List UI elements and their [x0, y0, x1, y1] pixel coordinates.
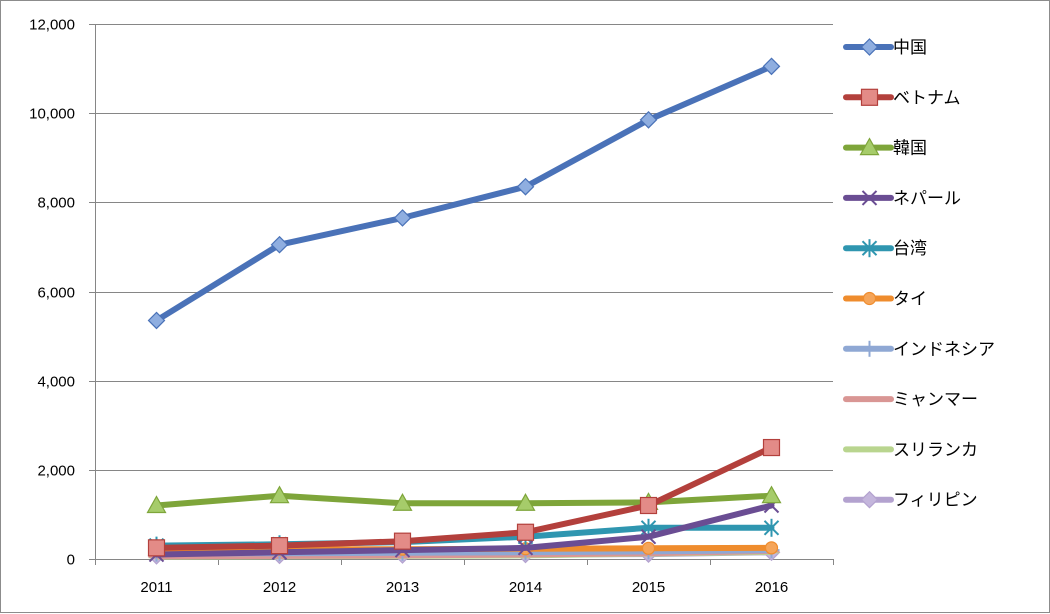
- x-tick-label: 2015: [632, 579, 665, 596]
- legend-label: フィリピン: [893, 491, 978, 511]
- marker-stroke: [640, 529, 657, 545]
- data-point: [393, 532, 412, 550]
- legend-label: ミャンマー: [893, 390, 978, 410]
- legend-item: ミャンマー: [843, 390, 978, 410]
- legend-label: スリランカ: [893, 440, 978, 460]
- legend-label: 中国: [893, 38, 927, 58]
- data-point: [862, 291, 877, 306]
- data-point: [762, 57, 781, 76]
- x-tick-label: 2012: [263, 579, 296, 596]
- series-lines: [146, 57, 782, 565]
- y-tick-label: 12,000: [29, 17, 75, 34]
- y-tick-label: 8,000: [37, 195, 75, 212]
- series-line: [153, 502, 775, 558]
- data-point: [269, 485, 290, 504]
- data-point: [861, 190, 878, 206]
- data-point: [516, 177, 535, 196]
- data-point: [763, 518, 780, 537]
- data-point: [860, 88, 879, 106]
- legend-item: スリランカ: [843, 440, 978, 460]
- data-point: [860, 38, 879, 56]
- series-2: [147, 438, 781, 557]
- legend-label: タイ: [893, 290, 927, 310]
- y-tick-label: 0: [67, 552, 75, 569]
- x-tick-label: 2014: [509, 579, 542, 596]
- data-point: [515, 493, 536, 511]
- legend-item: フィリピン: [843, 490, 978, 511]
- legend-label: 台湾: [893, 239, 927, 259]
- data-point: [393, 209, 412, 227]
- data-point: [860, 490, 879, 509]
- data-point: [517, 540, 534, 556]
- data-point: [764, 541, 779, 555]
- data-point: [147, 539, 166, 557]
- legend-item: インドネシア: [843, 340, 995, 360]
- data-point: [640, 529, 657, 545]
- x-tick-label: 2016: [755, 579, 788, 596]
- series-1: [147, 57, 781, 330]
- data-point: [392, 493, 413, 511]
- legend-label: インドネシア: [893, 340, 995, 360]
- marker-stroke: [861, 190, 878, 206]
- data-point: [641, 541, 656, 555]
- data-point: [859, 137, 880, 156]
- y-tick-label: 6,000: [37, 285, 75, 302]
- series-line: [153, 63, 775, 324]
- data-point: [762, 438, 781, 457]
- data-point: [147, 311, 166, 330]
- data-point: [146, 495, 167, 514]
- legend-item: 韓国: [843, 137, 927, 159]
- data-point: [270, 537, 289, 555]
- legend-label: ネパール: [893, 189, 961, 209]
- legend-item: 台湾: [843, 239, 927, 259]
- marker-stroke: [517, 540, 534, 556]
- series-line: [153, 444, 775, 551]
- data-point: [861, 239, 878, 258]
- data-point: [761, 485, 782, 504]
- data-point: [639, 111, 658, 129]
- y-tick-label: 4,000: [37, 374, 75, 391]
- gridlines: [95, 24, 833, 471]
- legend-item: ネパール: [843, 189, 961, 209]
- data-point: [270, 235, 289, 254]
- x-tick-label: 2013: [386, 579, 419, 596]
- y-tick-label: 10,000: [29, 106, 75, 123]
- series-line: [153, 492, 775, 509]
- data-point: [639, 496, 658, 515]
- legend-item: 中国: [843, 38, 927, 58]
- data-point: [516, 523, 535, 541]
- legend-label: ベトナム: [893, 88, 961, 108]
- y-tick-label: 2,000: [37, 463, 75, 480]
- data-point: [861, 340, 878, 357]
- x-tick-label: 2011: [140, 579, 172, 596]
- legend-item: タイ: [843, 290, 927, 310]
- legend-label: 韓国: [893, 139, 927, 159]
- legend-item: ベトナム: [843, 88, 961, 108]
